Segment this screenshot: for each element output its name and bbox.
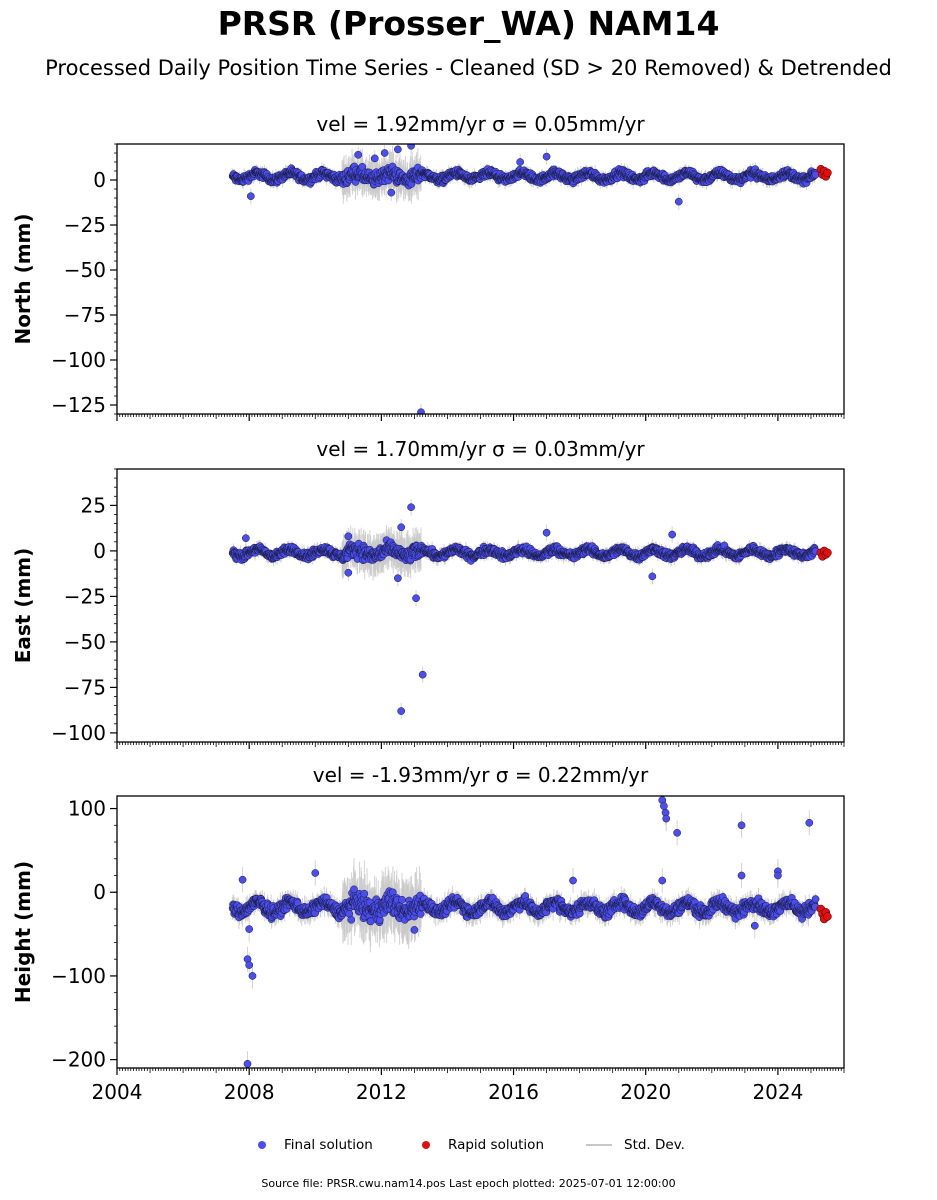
y-axis-label: North (mm) — [11, 213, 35, 344]
panel-1: 0 −25 −50 −75 −100 −125 vel = 1.92mm/yr σ = 0.… — [11, 112, 845, 421]
panel-1-marks — [228, 144, 832, 414]
y-tick-label: −100 — [51, 348, 106, 372]
panel-2-marks — [228, 499, 832, 720]
y-tick-label: −50 — [64, 258, 106, 282]
y-tick-label: −125 — [51, 393, 106, 417]
final-point — [674, 197, 683, 206]
y-tick-label: 0 — [93, 168, 106, 192]
chart-subtitle: Processed Daily Position Time Series - C… — [45, 56, 892, 80]
final-point — [387, 188, 396, 197]
final-point — [394, 145, 402, 154]
panel-title: vel = 1.92mm/yr σ = 0.05mm/yr — [316, 112, 645, 136]
final-point — [542, 152, 551, 161]
y-tick-label: −75 — [64, 303, 106, 327]
final-point — [246, 192, 255, 201]
y-tick-label: −25 — [64, 213, 106, 237]
final-point — [370, 154, 379, 163]
final-point — [516, 158, 525, 166]
final-point — [407, 144, 415, 150]
final-point — [417, 408, 425, 414]
final-point — [380, 149, 389, 157]
chart-title: PRSR (Prosser_WA) NAM14 — [217, 4, 720, 43]
rapid-point — [823, 168, 832, 178]
final-point — [354, 150, 363, 159]
